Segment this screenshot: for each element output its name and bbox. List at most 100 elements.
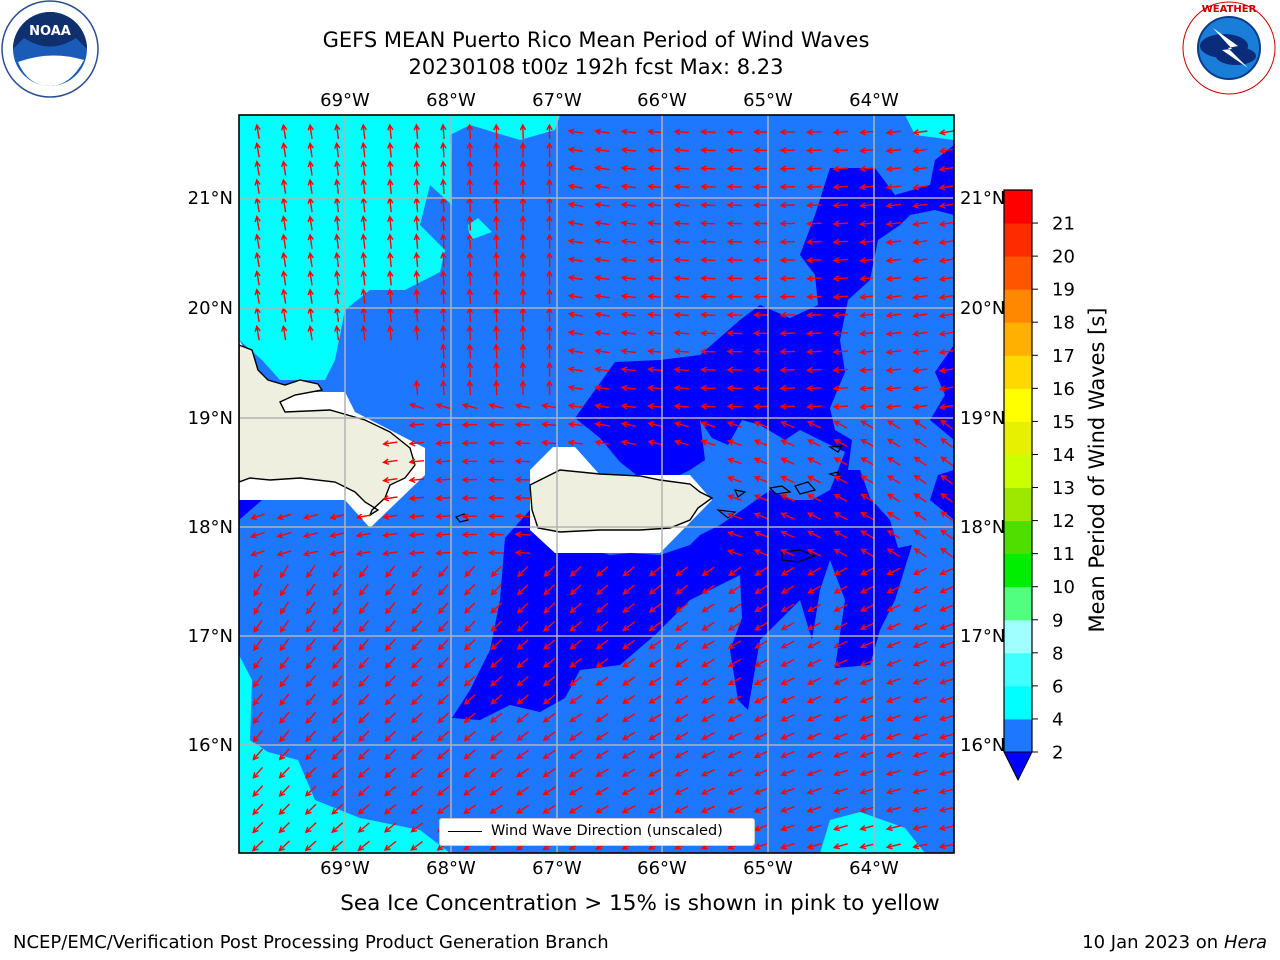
wind-wave-arrow [543, 584, 556, 596]
colorbar-tick-label: 11 [1052, 544, 1075, 565]
period-4-6-region-northwest [239, 115, 560, 380]
wind-wave-arrow [410, 804, 423, 815]
wind-wave-arrow [305, 730, 317, 743]
wind-wave-arrow [912, 843, 928, 850]
wind-wave-arrow [382, 476, 398, 484]
wind-wave-arrow [594, 293, 610, 300]
wind-wave-arrow [885, 367, 902, 374]
wind-wave-arrow [546, 361, 553, 377]
wind-wave-arrow [516, 584, 529, 596]
wind-wave-arrow [673, 403, 690, 410]
chart-subtitle: 20230108 t00z 192h fcst Max: 8.23 [408, 55, 784, 79]
wind-wave-arrow [387, 160, 394, 176]
wind-wave-arrow [859, 824, 875, 832]
lon-label-top: 65°W [743, 90, 793, 111]
wind-wave-arrow [674, 676, 689, 686]
wind-wave-arrow [384, 748, 397, 761]
wind-wave-arrow [938, 385, 954, 392]
wind-wave-arrow [753, 713, 769, 722]
wind-wave-arrow [885, 220, 902, 227]
wind-wave-arrow [859, 751, 875, 758]
wind-wave-arrow [833, 420, 848, 429]
wind-wave-arrow [360, 324, 367, 341]
wind-wave-arrow [646, 128, 663, 135]
wind-wave-arrow [329, 550, 345, 557]
wind-wave-arrow [280, 251, 288, 268]
wind-wave-arrow [594, 220, 610, 227]
wind-wave-arrow [334, 178, 341, 194]
wind-wave-arrow [516, 767, 530, 778]
wind-wave-arrow [461, 549, 478, 557]
lon-label-top: 64°W [849, 90, 899, 111]
footer-credit: NCEP/EMC/Verification Post Processing Pr… [13, 932, 609, 953]
wind-wave-arrow [463, 767, 476, 778]
wind-wave-arrow [437, 693, 450, 706]
wind-wave-arrow [833, 512, 848, 521]
wind-wave-arrow [754, 566, 768, 576]
wind-wave-arrow [832, 128, 849, 136]
wind-wave-arrow [674, 695, 689, 704]
wind-wave-arrow [331, 803, 344, 815]
wind-wave-arrow [252, 748, 264, 761]
wind-wave-arrow [673, 165, 690, 172]
wind-wave-arrow [726, 421, 742, 428]
wind-wave-arrow [466, 343, 474, 359]
wind-wave-arrow [912, 806, 928, 813]
wind-wave-arrow [858, 366, 875, 374]
wind-wave-arrow [249, 513, 265, 521]
wind-wave-arrow [806, 806, 822, 813]
wind-wave-arrow [832, 165, 849, 172]
colorbar-tick-label: 17 [1052, 346, 1075, 367]
wind-wave-arrow [858, 312, 875, 319]
wind-wave-arrow [752, 384, 769, 392]
lon-label-bottom: 68°W [426, 858, 476, 879]
colorbar-segment [1004, 421, 1032, 455]
lat-label-left: 16°N [188, 735, 233, 756]
wind-wave-arrow [410, 822, 423, 833]
wind-wave-arrow [413, 141, 420, 158]
wind-wave-arrow [726, 530, 742, 538]
wind-wave-arrow [647, 805, 663, 813]
colorbar-segment [1004, 487, 1032, 522]
wind-wave-arrow [410, 785, 423, 797]
wind-wave-arrow [542, 657, 556, 669]
colorbar-frame [1003, 189, 1033, 752]
wind-wave-arrow [912, 275, 928, 282]
wind-wave-arrow [384, 712, 396, 724]
wind-wave-arrow [307, 178, 314, 194]
wind-wave-arrow [594, 311, 610, 318]
wind-wave-arrow [279, 601, 290, 615]
wind-wave-arrow [727, 805, 742, 813]
wind-wave-arrow [252, 803, 264, 816]
wind-wave-arrow [493, 343, 500, 359]
wind-wave-arrow [622, 602, 635, 614]
wind-wave-arrow [437, 602, 449, 615]
colorbar-segment [1004, 685, 1032, 720]
wind-wave-arrow [673, 311, 690, 319]
wind-wave-arrow [886, 567, 901, 576]
wind-wave-arrow [569, 639, 582, 650]
wind-wave-arrow [620, 366, 637, 373]
wind-wave-arrow [279, 656, 290, 670]
wind-wave-arrow [938, 147, 954, 154]
wind-wave-arrow [594, 201, 610, 209]
wind-wave-arrow [488, 402, 504, 410]
wind-wave-arrow [886, 530, 901, 539]
wind-wave-arrow [546, 379, 553, 396]
wind-wave-arrow [594, 421, 610, 428]
wind-wave-arrow [253, 619, 263, 634]
wind-wave-arrow [278, 766, 290, 779]
wind-wave-arrow [779, 256, 796, 264]
wind-wave-arrow [461, 402, 477, 410]
wind-wave-arrow [567, 128, 584, 135]
wind-wave-arrow [779, 384, 796, 392]
wind-wave-arrow [413, 379, 420, 396]
wind-wave-arrow [886, 585, 901, 594]
wind-wave-arrow [912, 751, 928, 758]
wind-wave-arrow [594, 348, 610, 355]
wind-wave-arrow [726, 549, 742, 556]
wind-wave-arrow [938, 348, 954, 356]
wind-wave-arrow [280, 324, 288, 341]
wind-wave-arrow [434, 494, 451, 502]
wind-wave-arrow [675, 603, 689, 613]
